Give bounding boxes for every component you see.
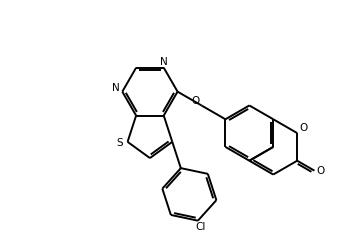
Text: O: O xyxy=(191,96,199,106)
Text: N: N xyxy=(160,57,168,67)
Text: N: N xyxy=(112,83,120,93)
Text: Cl: Cl xyxy=(196,223,206,232)
Text: S: S xyxy=(117,138,124,148)
Text: O: O xyxy=(317,166,325,176)
Text: O: O xyxy=(299,123,307,133)
